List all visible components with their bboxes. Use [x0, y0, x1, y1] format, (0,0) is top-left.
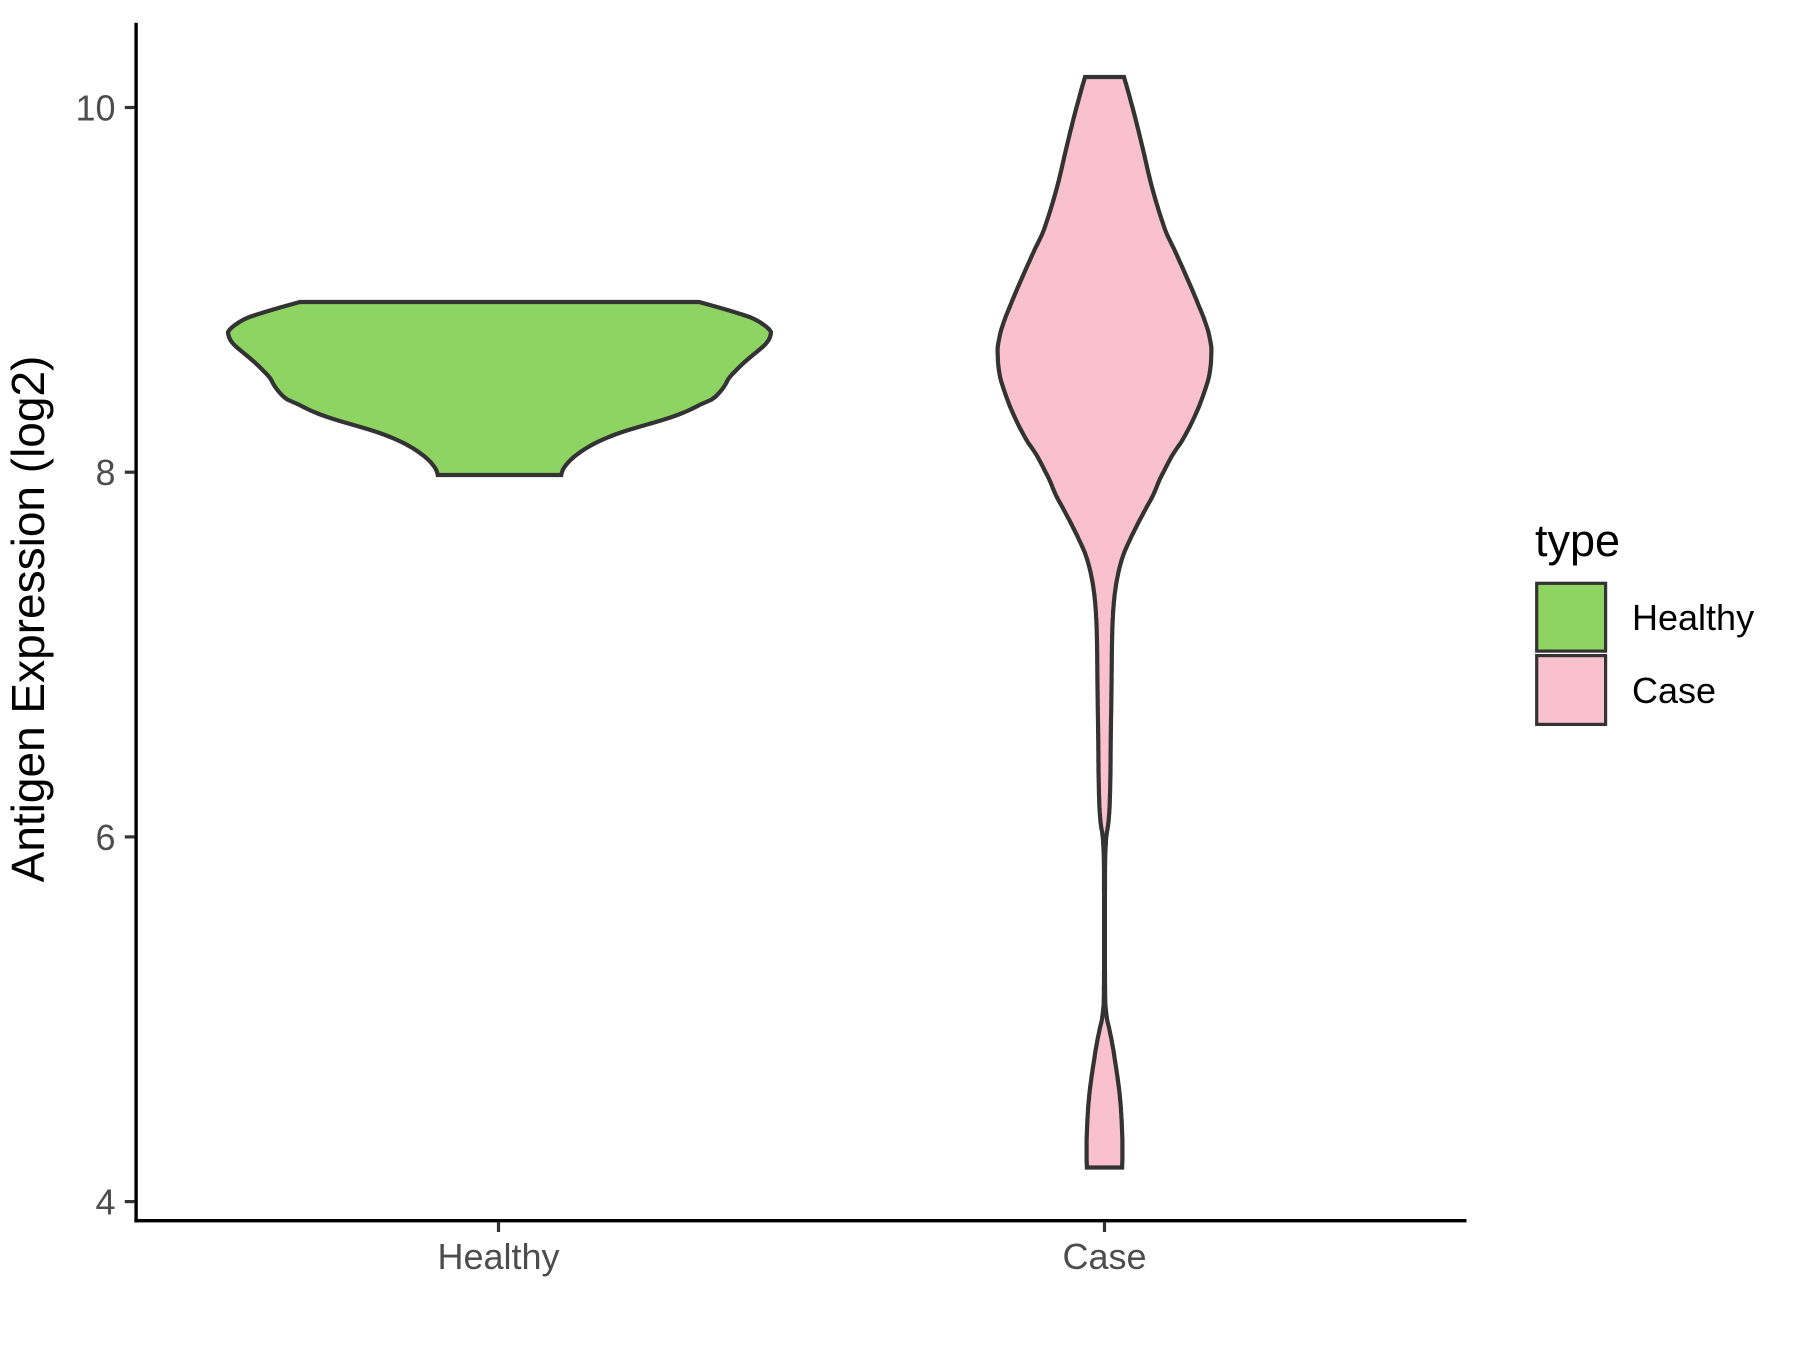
svg-text:Healthy: Healthy: [437, 1236, 559, 1277]
svg-text:8: 8: [95, 452, 115, 493]
svg-text:Case: Case: [1632, 670, 1716, 711]
svg-text:Healthy: Healthy: [1632, 597, 1754, 638]
svg-text:10: 10: [75, 88, 115, 129]
svg-text:Case: Case: [1062, 1236, 1146, 1277]
svg-text:type: type: [1535, 515, 1620, 566]
svg-text:4: 4: [95, 1182, 115, 1223]
svg-text:Antigen Expression (log2): Antigen Expression (log2): [2, 356, 54, 883]
svg-text:6: 6: [95, 817, 115, 858]
